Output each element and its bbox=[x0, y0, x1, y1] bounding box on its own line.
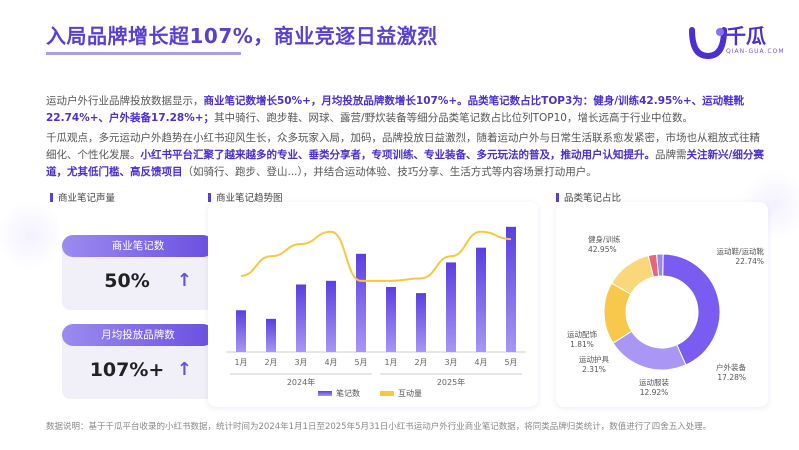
stat-value: 50% bbox=[104, 270, 150, 292]
stat-box-notes: 商业笔记数 50% ↑ bbox=[62, 235, 214, 310]
line-interactions bbox=[240, 230, 512, 282]
stat-label: 商业笔记数 bbox=[62, 235, 214, 257]
donut-slice bbox=[662, 253, 721, 366]
stat-value: 107%+ bbox=[89, 359, 165, 381]
up-arrow-icon: ↑ bbox=[176, 270, 192, 291]
slice-label: 户外装备 bbox=[716, 362, 746, 372]
x-tick-label: 4月 bbox=[324, 358, 337, 367]
x-tick-label: 2月 bbox=[264, 358, 277, 367]
para2-intro: 千瓜观点，多元运动户外趋势在小红书迎风生长，众多玩家入局，加码，品牌投放日益激烈… bbox=[46, 132, 760, 161]
footer-note: 数据说明：基于千瓜平台收录的小红书数据，统计时间为2024年1月1日至2025年… bbox=[46, 422, 712, 432]
bar-notes bbox=[386, 286, 396, 352]
logo-icon bbox=[689, 27, 727, 60]
para2-highlight2: 关注新兴/细分赛道，尤其低门槛、高反馈项目 bbox=[46, 149, 764, 178]
group-label: 2024年 bbox=[287, 377, 315, 387]
para1-intro: 运动户外行业品牌投放数据显示， bbox=[46, 95, 204, 107]
stat-box-brands: 月均投放品牌数 107%+ ↑ bbox=[62, 324, 214, 399]
group-label: 2025年 bbox=[437, 377, 465, 387]
bar-notes bbox=[416, 293, 426, 352]
slice-label: 12.92% bbox=[640, 388, 669, 397]
slice-label: 22.74% bbox=[735, 257, 764, 266]
logo-sub: QIAN-GUA.COM bbox=[726, 48, 785, 55]
page-title: 入局品牌增长超107%，商业竞逐日益激烈 bbox=[46, 24, 438, 48]
slice-label: 1.81% bbox=[570, 340, 594, 349]
slice-label: 42.95% bbox=[588, 245, 617, 254]
donut-slice bbox=[612, 330, 687, 371]
bar-notes bbox=[356, 253, 366, 352]
bar-notes bbox=[446, 262, 456, 352]
trend-chart-card: 1月 2月 3月 4月 5月 1月 2月 3月 4月 5月 2024年 2025年笔记数 互动量 bbox=[208, 202, 538, 407]
para2-highlight1: 小红书平台汇聚了越来越多的专业、垂类分享者，专项训练、专业装备、多元玩法的普及，… bbox=[140, 149, 656, 161]
slice-label: 运动护具 bbox=[579, 354, 609, 364]
x-tick-label: 1月 bbox=[384, 358, 397, 367]
legend-label: 互动量 bbox=[398, 388, 422, 398]
section-label-right: 品类笔记占比 bbox=[556, 190, 621, 204]
bar-notes bbox=[476, 247, 486, 352]
x-tick-label: 4月 bbox=[474, 358, 487, 367]
slice-label: 17.28% bbox=[717, 373, 746, 382]
category-chart-card: 健身/训练 42.95% 运动鞋/运动靴 22.74% 户外装备 17.28% 运动服装 12… bbox=[556, 202, 768, 407]
bar-notes bbox=[326, 280, 336, 352]
bar-notes bbox=[266, 318, 276, 352]
section-label-middle: 商业笔记趋势图 bbox=[208, 190, 283, 204]
para2-mid: 品牌需 bbox=[655, 149, 687, 161]
legend-swatch-interactions bbox=[380, 391, 394, 396]
slice-label: 健身/训练 bbox=[588, 234, 621, 244]
logo-name: 千瓜 bbox=[726, 24, 766, 48]
slice-label: 运动鞋/运动靴 bbox=[716, 246, 764, 256]
x-tick-label: 2月 bbox=[414, 358, 427, 367]
paragraph-2: 千瓜观点，多元运动户外趋势在小红书迎风生长，众多玩家入局，加码，品牌投放日益激烈… bbox=[46, 130, 768, 181]
slice-label: 运动配饰 bbox=[567, 329, 597, 339]
slice-label: 运动服装 bbox=[639, 377, 669, 387]
bar-notes bbox=[506, 226, 516, 352]
x-tick-label: 5月 bbox=[354, 358, 367, 367]
x-tick-label: 3月 bbox=[294, 358, 307, 367]
up-arrow-icon: ↑ bbox=[176, 359, 192, 380]
para1-rest: 其中骑行、跑步鞋、网球、露营/野炊装备等细分品类笔记数占比位列TOP10，增长远… bbox=[214, 112, 693, 124]
legend-label: 笔记数 bbox=[336, 388, 360, 398]
bar-notes bbox=[296, 284, 306, 352]
para1-highlight: 商业笔记数增长50%+，月均投放品牌数增长107%+。品类笔记数占比TOP3为：… bbox=[46, 95, 745, 124]
section-label-left: 商业笔记声量 bbox=[50, 190, 115, 204]
slice-label: 2.31% bbox=[582, 365, 606, 374]
paragraph-1: 运动户外行业品牌投放数据显示，商业笔记数增长50%+，月均投放品牌数增长107%… bbox=[46, 93, 768, 127]
bar-notes bbox=[236, 310, 246, 352]
para2-rest: （如骑行、跑步、登山...），并结合运动体验、技巧分享、生活方式等内容场景打动用… bbox=[182, 166, 597, 178]
title-underline bbox=[46, 52, 241, 55]
x-tick-label: 5月 bbox=[504, 358, 517, 367]
watermark-blob bbox=[0, 195, 60, 275]
legend-swatch-notes bbox=[318, 391, 332, 396]
stat-label: 月均投放品牌数 bbox=[62, 324, 214, 346]
x-tick-label: 1月 bbox=[234, 358, 247, 367]
x-tick-label: 3月 bbox=[444, 358, 457, 367]
donut-slice bbox=[656, 253, 664, 277]
